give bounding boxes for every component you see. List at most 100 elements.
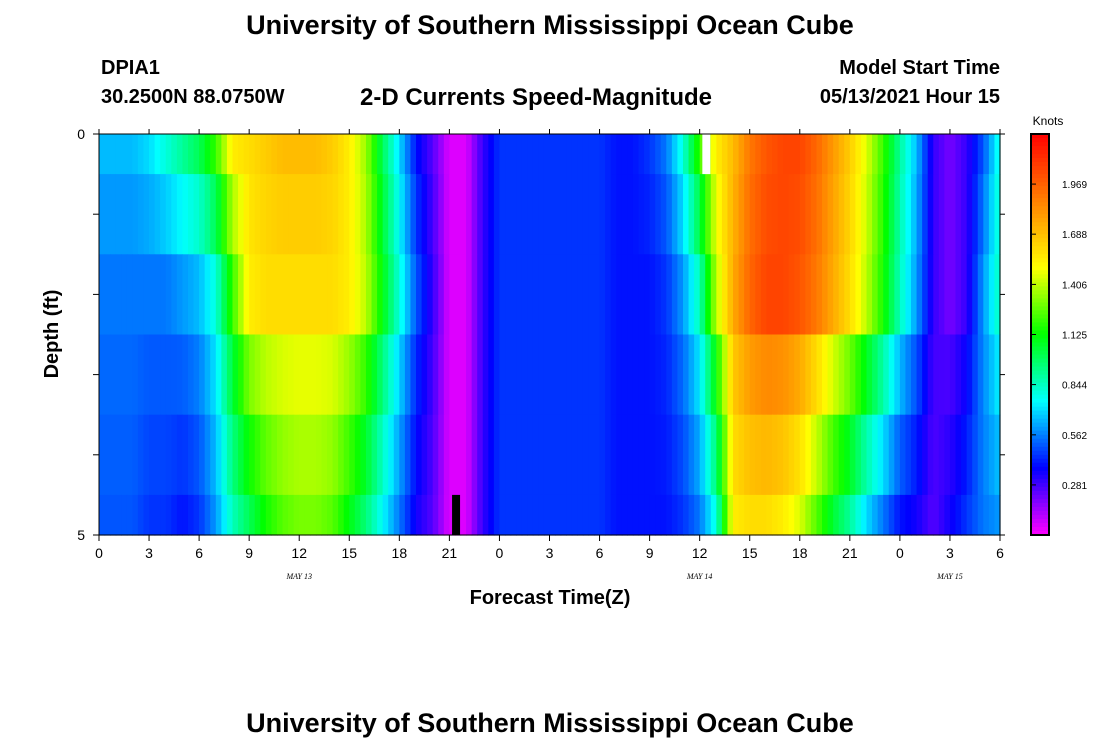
heatmap-cell <box>571 334 578 416</box>
heatmap-cell <box>649 414 656 496</box>
heatmap-cell <box>460 494 467 536</box>
heatmap-cell <box>788 334 795 416</box>
heatmap-cell <box>972 414 979 496</box>
heatmap-cell <box>260 334 267 416</box>
heatmap-cell <box>571 134 578 175</box>
heatmap-cell <box>516 174 523 255</box>
heatmap-cell <box>716 334 723 416</box>
heatmap-cell <box>749 494 756 536</box>
heatmap-cell <box>371 334 378 416</box>
heatmap-cell <box>360 254 367 336</box>
heatmap-cell <box>427 174 434 255</box>
heatmap-cell <box>532 414 539 496</box>
heatmap-cell <box>482 494 489 536</box>
heatmap-cell <box>744 134 751 175</box>
heatmap-cell <box>393 334 400 416</box>
heatmap-cell <box>794 174 801 255</box>
heatmap-cell <box>721 134 729 175</box>
heatmap-cell <box>310 334 317 416</box>
colorbar-swatch <box>1031 450 1049 456</box>
heatmap-cell <box>404 254 412 336</box>
heatmap-cell <box>727 174 734 255</box>
heatmap-cell <box>560 494 567 536</box>
colorbar-swatch <box>1031 150 1049 155</box>
heatmap-cell <box>210 174 217 255</box>
heatmap-cell <box>332 414 339 496</box>
heatmap-cell <box>833 334 840 416</box>
heatmap-cell <box>744 334 751 416</box>
heatmap-cell <box>972 334 979 416</box>
heatmap-cell <box>482 414 489 496</box>
colorbar-tick-label: 1.125 <box>1062 331 1087 342</box>
heatmap-cell <box>443 174 450 255</box>
heatmap-cell <box>310 414 317 496</box>
heatmap-cell <box>510 334 517 416</box>
heatmap-cell <box>838 414 845 496</box>
heatmap-cell <box>911 414 918 496</box>
heatmap-cell <box>655 494 662 536</box>
heatmap-cell <box>866 334 873 416</box>
colorbar-swatch <box>1031 210 1049 215</box>
heatmap-cell <box>488 334 495 416</box>
heatmap-cell <box>460 174 467 255</box>
heatmap-cell <box>571 174 578 255</box>
heatmap-cell <box>632 334 640 416</box>
heatmap-cell <box>371 414 378 496</box>
heatmap-cell <box>638 334 645 416</box>
heatmap-cell <box>493 134 501 175</box>
heatmap-cell <box>454 134 462 175</box>
heatmap-cell <box>338 414 345 496</box>
heatmap-cell <box>310 174 317 255</box>
heatmap-cell <box>293 494 300 536</box>
heatmap-cell <box>226 134 234 175</box>
heatmap-cell <box>488 414 495 496</box>
heatmap-cell <box>593 414 601 496</box>
colorbar-swatch <box>1031 138 1049 143</box>
heatmap-cell <box>961 494 968 536</box>
heatmap-cell <box>315 414 323 496</box>
heatmap-cell <box>543 494 551 536</box>
heatmap-cell <box>849 494 856 536</box>
heatmap-cell <box>538 414 545 496</box>
heatmap-cell <box>304 494 311 536</box>
heatmap-cell <box>454 414 462 496</box>
heatmap-cell <box>555 134 562 175</box>
colorbar-swatch <box>1031 526 1049 532</box>
heatmap-cell <box>443 254 450 336</box>
heatmap-cell <box>727 254 734 336</box>
heatmap-cell <box>249 134 256 175</box>
heatmap-cell <box>883 254 890 336</box>
heatmap-cell <box>493 254 501 336</box>
heatmap-cell <box>605 494 612 536</box>
heatmap-cell <box>160 494 167 536</box>
heatmap-cell <box>682 414 690 496</box>
heatmap-cell <box>327 414 334 496</box>
heatmap-cell <box>315 334 323 416</box>
colorbar-swatch <box>1031 434 1049 440</box>
heatmap-cell <box>988 414 996 496</box>
heatmap-cell <box>777 414 784 496</box>
heatmap-cell <box>805 414 812 496</box>
heatmap-cell <box>977 174 984 255</box>
heatmap-cell <box>187 254 195 336</box>
heatmap-cell <box>493 414 501 496</box>
heatmap-cell <box>193 174 200 255</box>
heatmap-cell <box>293 134 300 175</box>
heatmap-cell <box>343 134 350 175</box>
heatmap-cell <box>922 254 929 336</box>
heatmap-cell <box>727 334 734 416</box>
colorbar-swatch <box>1031 238 1049 243</box>
heatmap-cell <box>299 494 306 536</box>
colorbar-swatch <box>1031 270 1049 275</box>
heatmap-cell <box>860 134 868 175</box>
heatmap-cell <box>404 494 412 536</box>
heatmap-cell <box>299 414 306 496</box>
heatmap-cell <box>438 494 445 536</box>
heatmap-cell <box>282 134 289 175</box>
colorbar-swatch <box>1031 310 1049 316</box>
heatmap-cell <box>938 134 945 175</box>
heatmap-cell <box>977 254 984 336</box>
heatmap-cell <box>276 414 284 496</box>
heatmap-cell <box>371 174 378 255</box>
heatmap-cell <box>588 494 595 536</box>
